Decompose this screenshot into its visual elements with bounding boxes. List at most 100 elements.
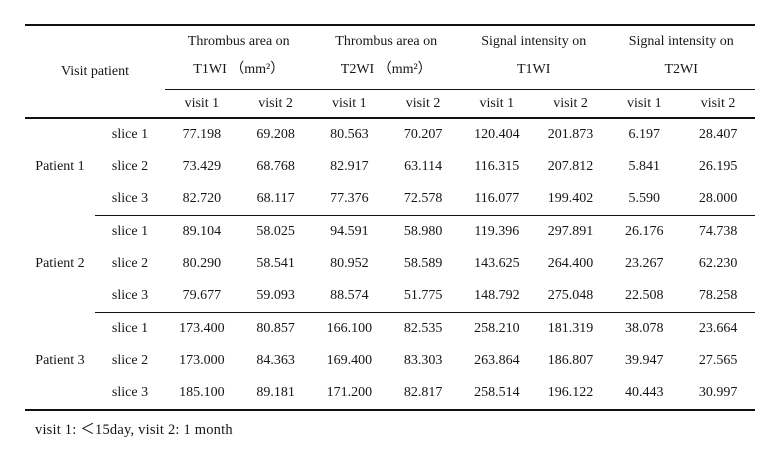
value-cell: 58.980 — [403, 224, 443, 239]
table-row: Patient 3 slice 1 173.400 80.857 166.100… — [25, 313, 755, 368]
value-cell: 5.590 — [607, 183, 682, 216]
slice-cell: slice 3 — [95, 280, 166, 313]
value-cell: 148.792 — [459, 280, 534, 313]
value-cell: 181.319 — [547, 321, 594, 336]
value-cell: 5.841 — [628, 159, 661, 174]
value-cell: 63.114 — [404, 159, 443, 174]
value-cell: 173.000 — [179, 353, 225, 368]
value-cell: 94.591 — [330, 224, 369, 239]
group-header-line1: Signal intensity on — [481, 33, 587, 49]
value-cell: 80.563 — [330, 127, 369, 142]
document-page: Visit patient Thrombus area on T1WI （mm²… — [0, 24, 783, 452]
value-cell: 82.817 — [403, 385, 443, 400]
slice-cell: slice 1 — [111, 127, 149, 142]
value-cell: 39.947 — [625, 353, 664, 368]
patient-measurements-table: Visit patient Thrombus area on T1WI （mm²… — [25, 24, 755, 411]
value-cell: 88.574 — [312, 280, 387, 313]
value-cell: 186.807 — [547, 353, 594, 368]
corner-header: Visit patient — [25, 25, 166, 119]
value-cell: 83.303 — [403, 353, 443, 368]
value-cell: 258.514 — [474, 385, 520, 400]
value-cell: 68.768 — [256, 159, 295, 174]
value-cell: 263.864 — [474, 353, 520, 368]
value-cell: 62.230 — [698, 256, 738, 271]
value-cell: 23.267 — [625, 256, 664, 271]
value-cell: 58.025 — [256, 224, 295, 239]
group-header-line1: Thrombus area on — [187, 33, 290, 49]
group-header-line2: T1WI — [516, 61, 551, 77]
value-cell: 171.200 — [326, 385, 373, 400]
value-cell: 26.176 — [625, 224, 664, 239]
table-row: slice 3 82.720 68.117 77.376 72.578 116.… — [25, 183, 755, 216]
header-group-row: Visit patient Thrombus area on T1WI （mm²… — [25, 25, 755, 119]
visit-label-cell: visit 2 — [681, 89, 755, 119]
value-cell: 40.443 — [625, 385, 664, 400]
value-cell: 69.208 — [256, 127, 295, 142]
value-cell: 22.508 — [607, 280, 682, 313]
table-row: slice 2 80.290 58.541 80.952 58.589 143.… — [25, 248, 755, 280]
value-cell: 38.078 — [625, 321, 664, 336]
group-header-line2: T2WI — [664, 61, 698, 77]
value-cell: 70.207 — [403, 127, 443, 142]
visit-label-cell: visit 1 — [459, 89, 534, 119]
value-cell: 80.290 — [182, 256, 222, 271]
visit-label-cell: visit 2 — [238, 89, 313, 119]
value-cell: 58.541 — [256, 256, 295, 271]
value-cell: 264.400 — [547, 256, 594, 271]
group-header-signal-t2wi: Signal intensity on T2WI — [607, 25, 755, 90]
value-cell: 30.997 — [698, 385, 738, 400]
table-row: Patient 1 slice 1 77.198 69.208 80.563 7… — [25, 118, 755, 174]
group-header-line2: T2WI （mm²） — [340, 61, 432, 77]
value-cell: 72.578 — [386, 183, 460, 216]
value-cell: 23.664 — [698, 321, 738, 336]
group-header-thrombus-t1wi: Thrombus area on T1WI （mm²） — [165, 25, 313, 90]
patient-name-cell: Patient 1 — [35, 159, 85, 175]
value-cell: 297.891 — [547, 224, 594, 239]
value-cell: 27.565 — [698, 353, 738, 368]
slice-cell: slice 2 — [111, 256, 149, 271]
value-cell: 173.400 — [179, 321, 225, 336]
value-cell: 80.952 — [330, 256, 369, 271]
value-cell: 89.181 — [256, 385, 295, 400]
visit-label-cell: visit 1 — [607, 89, 682, 119]
slice-cell: slice 2 — [111, 159, 149, 174]
group-header-thrombus-t2wi: Thrombus area on T2WI （mm²） — [312, 25, 460, 90]
value-cell: 26.195 — [698, 159, 738, 174]
value-cell: 6.197 — [628, 127, 661, 142]
value-cell: 119.396 — [474, 224, 520, 239]
value-cell: 116.315 — [474, 159, 520, 174]
value-cell: 28.407 — [698, 127, 738, 142]
value-cell: 77.376 — [312, 183, 387, 216]
value-cell: 201.873 — [547, 127, 594, 142]
visit-label-cell: visit 2 — [386, 89, 460, 119]
value-cell: 77.198 — [182, 127, 222, 142]
visit-label-cell: visit 2 — [533, 89, 608, 119]
value-cell: 82.917 — [330, 159, 369, 174]
slice-cell: slice 2 — [111, 353, 149, 368]
value-cell: 89.104 — [182, 224, 222, 239]
value-cell: 169.400 — [326, 353, 373, 368]
value-cell: 78.258 — [681, 280, 755, 313]
value-cell: 74.738 — [698, 224, 738, 239]
value-cell: 59.093 — [238, 280, 313, 313]
group-header-line2: T1WI （mm²） — [193, 61, 285, 77]
value-cell: 68.117 — [238, 183, 313, 216]
value-cell: 166.100 — [326, 321, 373, 336]
header-visit-row: visit 1 visit 2 visit 1 visit 2 visit 1 … — [25, 89, 755, 119]
value-cell: 82.535 — [403, 321, 443, 336]
value-cell: 84.363 — [256, 353, 295, 368]
value-cell: 207.812 — [547, 159, 594, 174]
value-cell: 58.589 — [403, 256, 443, 271]
patient-name-cell: Patient 3 — [35, 352, 85, 368]
value-cell: 116.077 — [459, 183, 534, 216]
slice-cell: slice 3 — [111, 385, 149, 400]
table-row: slice 3 79.677 59.093 88.574 51.775 148.… — [25, 280, 755, 313]
table-row: slice 2 73.429 68.768 82.917 63.114 116.… — [25, 151, 755, 183]
footnote: visit 1: ＜15day, visit 2: 1 month — [35, 422, 233, 438]
slice-cell: slice 1 — [111, 224, 149, 239]
slice-cell: slice 1 — [111, 321, 149, 336]
value-cell: 275.048 — [533, 280, 608, 313]
visit-label-cell: visit 1 — [165, 89, 239, 119]
value-cell: 82.720 — [165, 183, 239, 216]
value-cell: 28.000 — [681, 183, 755, 216]
